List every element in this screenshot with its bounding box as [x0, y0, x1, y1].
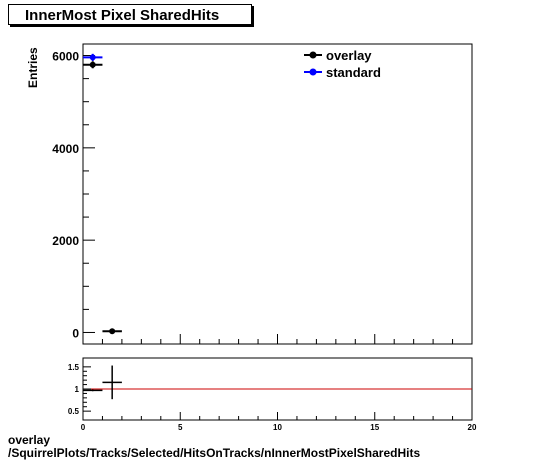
legend-marker	[309, 68, 317, 76]
ratio-y-tick-label: 0.5	[68, 407, 80, 416]
legend-marker	[309, 51, 317, 59]
y-tick-label: 6000	[52, 50, 79, 64]
footer-path: /SquirrelPlots/Tracks/Selected/HitsOnTra…	[8, 446, 421, 460]
main-plot-frame	[82, 43, 473, 345]
ratio-x-tick-label: 20	[468, 423, 477, 432]
legend-label: standard	[326, 65, 381, 80]
ratio-y-tick-label: 1	[75, 385, 80, 394]
ratio-x-tick-label: 10	[273, 423, 282, 432]
data-point	[89, 61, 96, 68]
y-tick-label: 0	[72, 326, 79, 340]
y-axis-label: Entries	[26, 47, 40, 88]
y-tick-label: 4000	[52, 142, 79, 156]
ratio-x-tick-label: 0	[81, 423, 86, 432]
footer-label: overlay	[8, 433, 51, 447]
data-point	[89, 54, 96, 61]
ratio-x-tick-label: 15	[370, 423, 379, 432]
ratio-y-tick-label: 1.5	[68, 363, 80, 372]
data-point	[109, 328, 116, 335]
legend-label: overlay	[326, 48, 372, 63]
chart-title: InnerMost Pixel SharedHits	[8, 4, 252, 25]
ratio-x-tick-label: 5	[178, 423, 183, 432]
y-tick-label: 2000	[52, 234, 79, 248]
ratio-plot: 0.5 1 1.5 0 5 10 15 20	[68, 357, 477, 432]
main-plot: 0 2000 4000 6000 Entries overlay standard	[26, 43, 473, 345]
